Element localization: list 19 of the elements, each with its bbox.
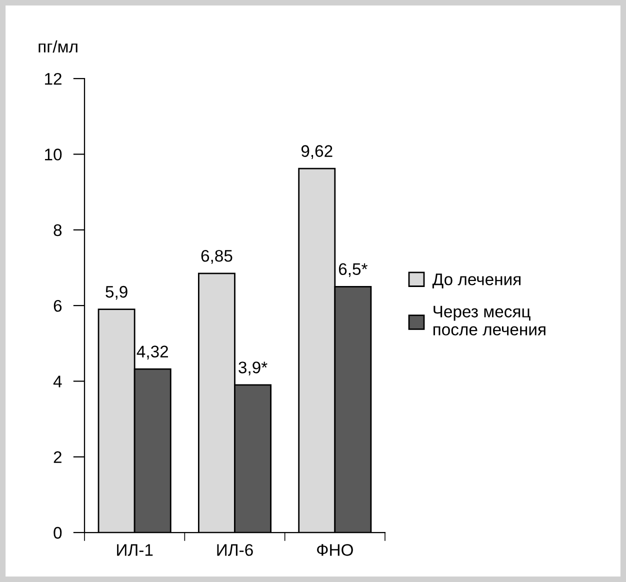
y-tick-label: 8 [54, 224, 62, 236]
x-tick-label: ФНО [317, 544, 353, 556]
legend-label: Через месяц после лечения [433, 306, 546, 336]
data-label: 5,9 [106, 286, 128, 300]
y-tick-label: 6 [54, 300, 62, 312]
data-label: 3,9* [238, 362, 268, 376]
data-label: 6,5* [338, 263, 368, 277]
x-tick-label: ИЛ-6 [217, 544, 253, 556]
y-tick-label: 10 [45, 148, 62, 160]
data-label: 6,85 [201, 250, 232, 264]
data-label: 9,62 [301, 145, 332, 159]
y-tick-label: 0 [54, 526, 62, 539]
y-tick-label: 4 [53, 376, 62, 388]
x-tick-label: ИЛ-1 [117, 544, 153, 556]
y-tick-label: 12 [45, 72, 62, 85]
legend-label: До лечения [432, 274, 520, 288]
y-tick-label: 2 [54, 451, 62, 463]
data-label: 4,32 [136, 346, 168, 360]
y-axis-title: пг/мл [38, 40, 78, 53]
